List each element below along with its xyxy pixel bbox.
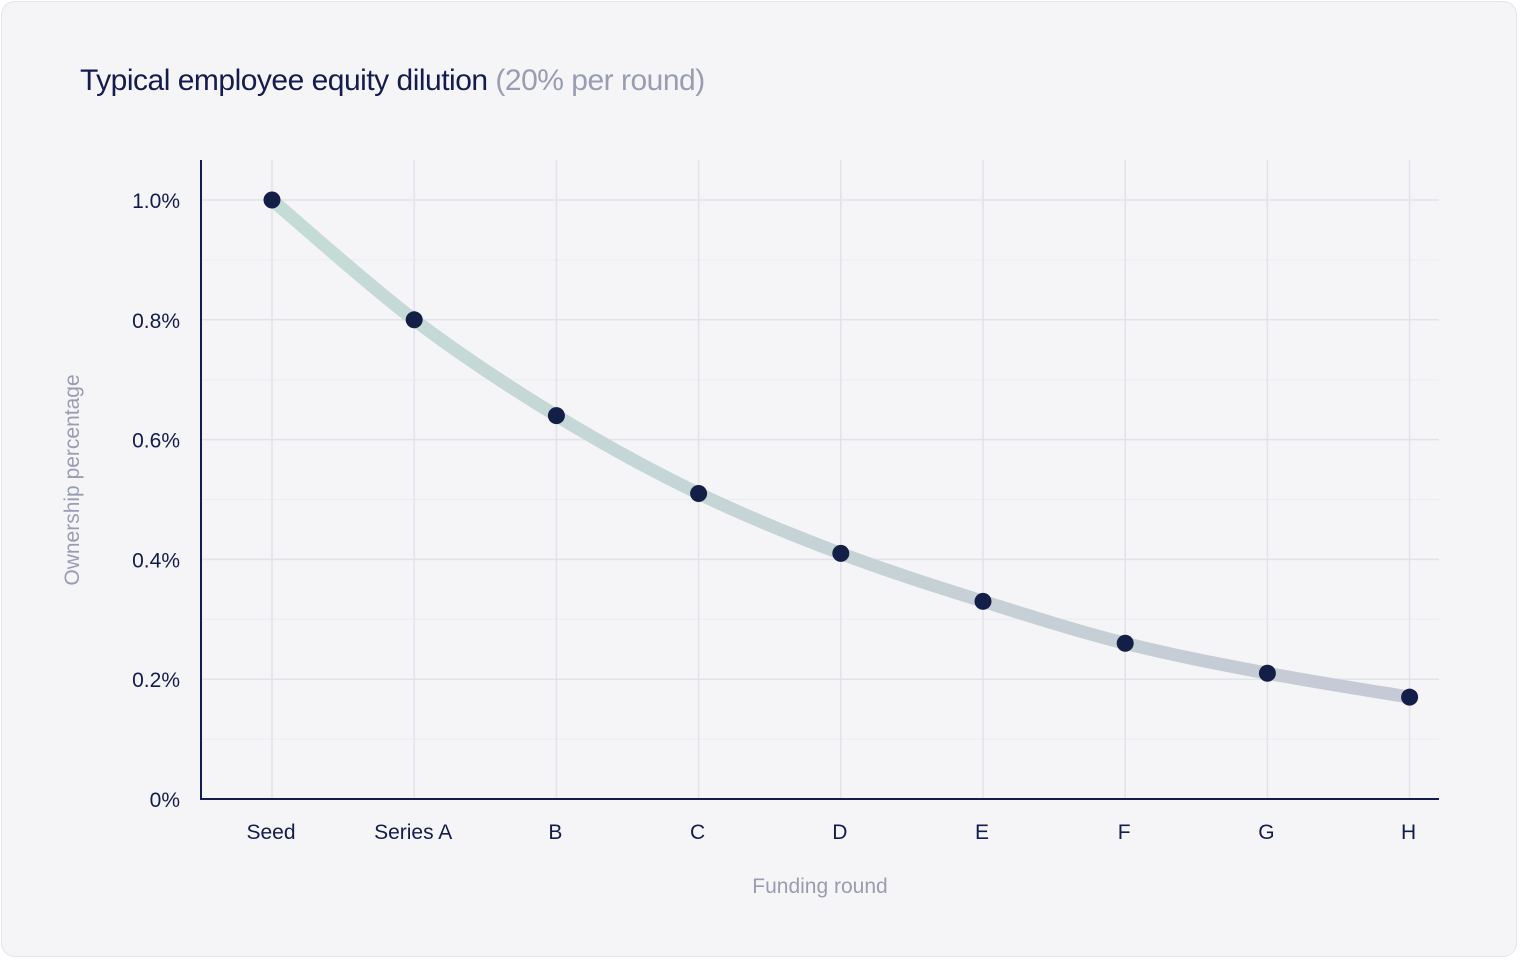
data-point-b bbox=[547, 407, 565, 425]
data-point-c bbox=[690, 485, 708, 503]
chart-title-main: Typical employee equity dilution bbox=[80, 64, 488, 97]
x-tick-label: D bbox=[832, 821, 847, 844]
chart-subtitle: (20% per round) bbox=[495, 64, 705, 97]
x-tick-label: G bbox=[1258, 821, 1274, 844]
x-tick-label: H bbox=[1401, 821, 1416, 844]
chart-title: Typical employee equity dilution (20% pe… bbox=[80, 64, 705, 98]
data-points bbox=[263, 191, 1419, 706]
y-tick-label: 0.4% bbox=[132, 549, 180, 572]
x-tick-labels: Seed Series A B C D E F G H bbox=[246, 821, 1416, 844]
data-point-d bbox=[832, 544, 850, 562]
data-point-e bbox=[974, 592, 992, 610]
y-tick-label: 0.2% bbox=[132, 669, 180, 692]
x-tick-label: E bbox=[975, 821, 989, 844]
y-tick-label: 0.6% bbox=[132, 430, 180, 453]
data-point-g bbox=[1258, 664, 1276, 682]
y-tick-label: 1.0% bbox=[132, 190, 180, 213]
data-point-f bbox=[1116, 634, 1134, 652]
axes bbox=[200, 160, 1439, 800]
grid-lines bbox=[201, 160, 1439, 799]
y-tick-labels: 0% 0.2% 0.4% 0.6% 0.8% 1.0% bbox=[132, 190, 180, 812]
x-tick-label: F bbox=[1118, 821, 1131, 844]
data-point-seed bbox=[263, 191, 281, 209]
x-tick-label: Series A bbox=[374, 821, 452, 844]
data-point-h bbox=[1401, 688, 1419, 706]
y-tick-label: 0.8% bbox=[132, 310, 180, 333]
x-axis-title: Funding round bbox=[752, 875, 887, 898]
x-tick-label: C bbox=[690, 821, 705, 844]
y-axis-title: Ownership percentage bbox=[61, 374, 84, 585]
x-tick-label: Seed bbox=[246, 821, 295, 844]
y-tick-label: 0% bbox=[150, 789, 180, 812]
x-tick-label: B bbox=[548, 821, 562, 844]
data-point-series-a bbox=[405, 311, 423, 329]
